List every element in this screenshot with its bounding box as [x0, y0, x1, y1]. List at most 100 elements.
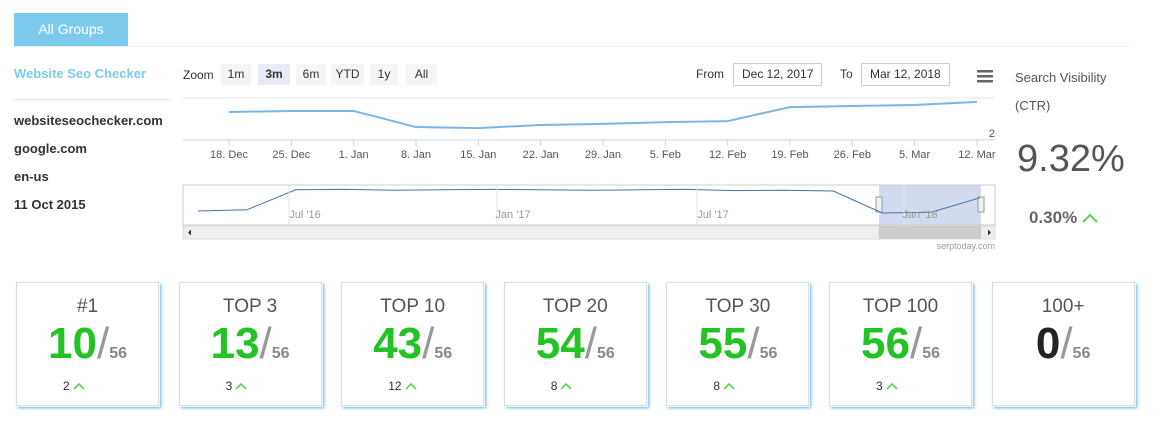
slash: / — [1060, 319, 1073, 368]
rank-card: TOP 3 13/56 3 — [178, 282, 322, 406]
x-tick-label: 18. Dec — [210, 149, 248, 161]
visibility-value: 9.32% — [1017, 138, 1125, 180]
card-change-value: 3 — [225, 379, 233, 393]
card-value-row: 0/56 — [993, 319, 1134, 369]
rank-card: #1 10/56 2 — [16, 282, 159, 406]
menu-icon[interactable] — [976, 68, 994, 84]
zoom-button[interactable]: YTD — [331, 64, 364, 85]
card-change: 3 — [226, 379, 248, 393]
up-arrow — [560, 382, 573, 390]
from-label: From — [696, 67, 724, 81]
navigator-selection[interactable] — [879, 185, 981, 225]
x-tick-label: 12. Mar — [958, 149, 996, 161]
up-arrow — [723, 382, 735, 390]
slash: / — [584, 319, 597, 368]
sidebar-item: google.com — [14, 141, 87, 156]
card-change-value: 8 — [550, 379, 558, 393]
x-tick-label: 15. Jan — [460, 149, 496, 161]
card-title: TOP 100 — [862, 296, 939, 317]
card-change-value: 2 — [63, 379, 70, 393]
x-tick-label: 12. Feb — [709, 149, 746, 161]
navigator-label: Jul '16 — [289, 209, 320, 221]
card-total: 56 — [759, 345, 778, 362]
card-title: TOP 10 — [380, 296, 446, 317]
sidebar-item: websiteseochecker.com — [14, 113, 163, 128]
card-change-value: 12 — [388, 379, 402, 393]
sidebar-item: en-us — [14, 169, 49, 184]
x-tick-label: 1. Jan — [339, 149, 369, 161]
slash: / — [747, 319, 760, 368]
card-total: 56 — [922, 345, 940, 362]
visibility-title: Search Visibility (CTR) — [1015, 70, 1107, 113]
from-input[interactable]: Dec 12, 2017 — [733, 63, 823, 86]
card-value: 43 — [373, 319, 423, 368]
card-value: 54 — [535, 319, 585, 368]
up-arrow — [73, 382, 85, 390]
zoom-label: Zoom — [183, 68, 214, 82]
sidebar-title[interactable]: Website Seo Checker — [14, 66, 146, 81]
navigator-line — [197, 188, 981, 214]
card-value: 0 — [1035, 319, 1061, 368]
card-value: 13 — [210, 319, 260, 368]
scrollbar-thumb[interactable] — [879, 226, 981, 239]
navigator-handle[interactable] — [977, 196, 985, 213]
card-change: 3 — [876, 379, 898, 393]
y-tick-label: 2 — [989, 128, 995, 140]
card-title: TOP 3 — [222, 296, 278, 317]
rank-card: TOP 30 55/56 8 — [666, 282, 810, 406]
card-total: 56 — [1072, 345, 1091, 362]
navigator-label: Jan '18 — [902, 209, 937, 221]
rank-card: TOP 100 56/56 3 — [829, 282, 972, 406]
up-arrow — [1082, 213, 1098, 223]
card-value: 55 — [698, 319, 748, 368]
card-change: 2 — [63, 379, 85, 393]
rank-card: TOP 10 43/56 12 — [341, 282, 485, 406]
navigator-label: Jan '17 — [495, 209, 530, 221]
rank-card: 100+ 0/56 — [991, 282, 1135, 406]
card-title: 100+ — [1041, 296, 1085, 317]
card-total: 56 — [271, 345, 290, 362]
x-tick-label: 26. Feb — [834, 149, 871, 161]
navigator-handle[interactable] — [875, 196, 883, 213]
card-change: 8 — [551, 379, 573, 393]
card-value-row: 13/56 — [180, 319, 321, 369]
card-value-row: 10/56 — [17, 319, 158, 369]
card-change: 12 — [388, 379, 417, 393]
x-tick-label: 5. Feb — [650, 149, 681, 161]
navigator[interactable] — [182, 184, 996, 226]
zoom-button[interactable]: 1y — [370, 64, 398, 85]
card-title: #1 — [76, 296, 99, 317]
rank-card: TOP 20 54/56 8 — [503, 282, 647, 406]
divider — [14, 46, 1130, 47]
card-value-row: 55/56 — [667, 319, 808, 369]
scrollbar[interactable] — [182, 225, 996, 240]
chart: serptoday.com 2 18. Dec 25. Dec 1. Jan 8. Ja… — [182, 97, 996, 251]
card-value-row: 54/56 — [505, 319, 646, 369]
to-input[interactable]: Mar 12, 2018 — [861, 63, 950, 86]
zoom-button[interactable]: 3m — [258, 64, 290, 85]
card-total: 56 — [596, 345, 615, 362]
divider — [14, 99, 170, 100]
card-value: 10 — [48, 319, 97, 368]
card-change: 8 — [713, 379, 735, 393]
zoom-button[interactable]: 6m — [296, 64, 326, 85]
card-total: 56 — [434, 345, 453, 362]
card-value-row: 56/56 — [830, 319, 971, 369]
slash: / — [909, 319, 923, 368]
card-total: 56 — [109, 345, 127, 362]
zoom-button[interactable]: All — [406, 64, 437, 85]
card-value-row: 43/56 — [342, 319, 483, 369]
line — [228, 100, 978, 130]
x-tick-label: 5. Mar — [899, 149, 931, 161]
card-title: TOP 30 — [705, 296, 771, 317]
all-groups-button[interactable]: All Groups — [14, 13, 128, 46]
credit: serptoday.com — [937, 241, 995, 251]
up-arrow — [235, 382, 247, 390]
sidebar-item: 11 Oct 2015 — [14, 197, 86, 212]
card-title: TOP 20 — [542, 296, 608, 317]
visibility-change-value: 0.30% — [1029, 208, 1078, 227]
zoom-button[interactable]: 1m — [221, 64, 251, 85]
slash: / — [422, 319, 435, 368]
slash: / — [259, 319, 272, 368]
